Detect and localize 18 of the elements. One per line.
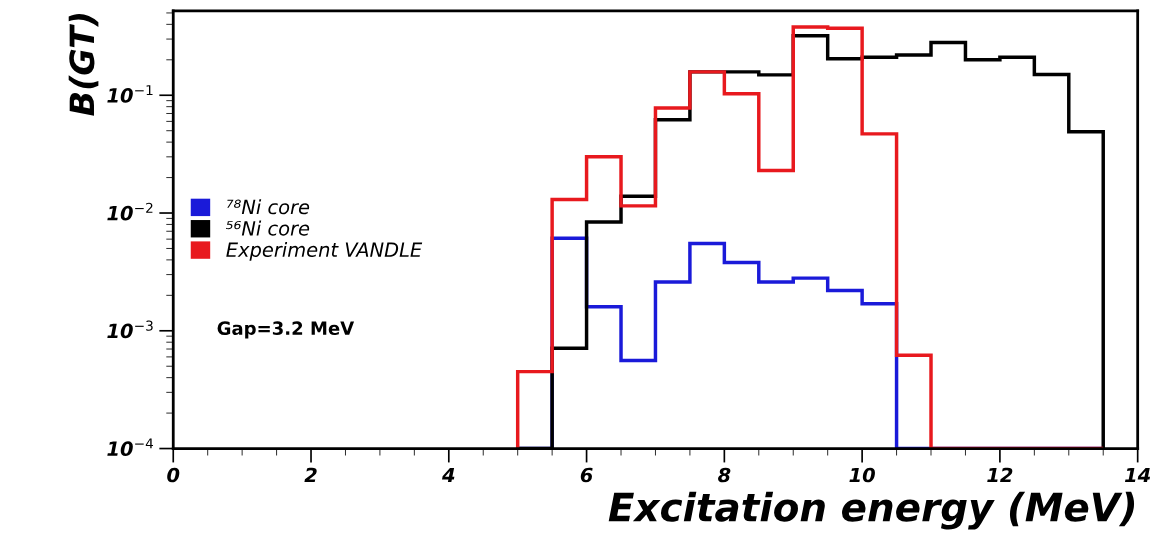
y-tick-label: 10$^{−3}$	[107, 320, 153, 339]
x-tick-label: 4	[442, 467, 455, 483]
x-tick-label: 6	[580, 467, 593, 483]
x-tick-label: 12	[987, 467, 1013, 483]
y-tick-label: 10$^{−1}$	[107, 85, 153, 103]
x-tick-label: 0	[167, 467, 180, 483]
x-tick-label: 10	[849, 467, 875, 483]
annotation: Gap=3.2 MeV	[217, 321, 355, 339]
legend-label: ⁵⁶Ni core	[226, 220, 310, 236]
x-tick-label: 2	[304, 467, 317, 483]
y-tick-label: 10$^{−2}$	[107, 202, 153, 221]
x-tick-label: 8	[718, 467, 731, 483]
y-axis-title: B(GT)	[68, 14, 99, 116]
legend-label: Experiment VANDLE	[226, 241, 423, 261]
x-axis-title: Excitation energy (MeV)	[608, 491, 1135, 530]
x-tick-label: 14	[1124, 467, 1151, 483]
y-tick-label: 10$^{−4}$	[107, 438, 154, 457]
legend-label: ⁷⁸Ni core	[227, 199, 310, 215]
